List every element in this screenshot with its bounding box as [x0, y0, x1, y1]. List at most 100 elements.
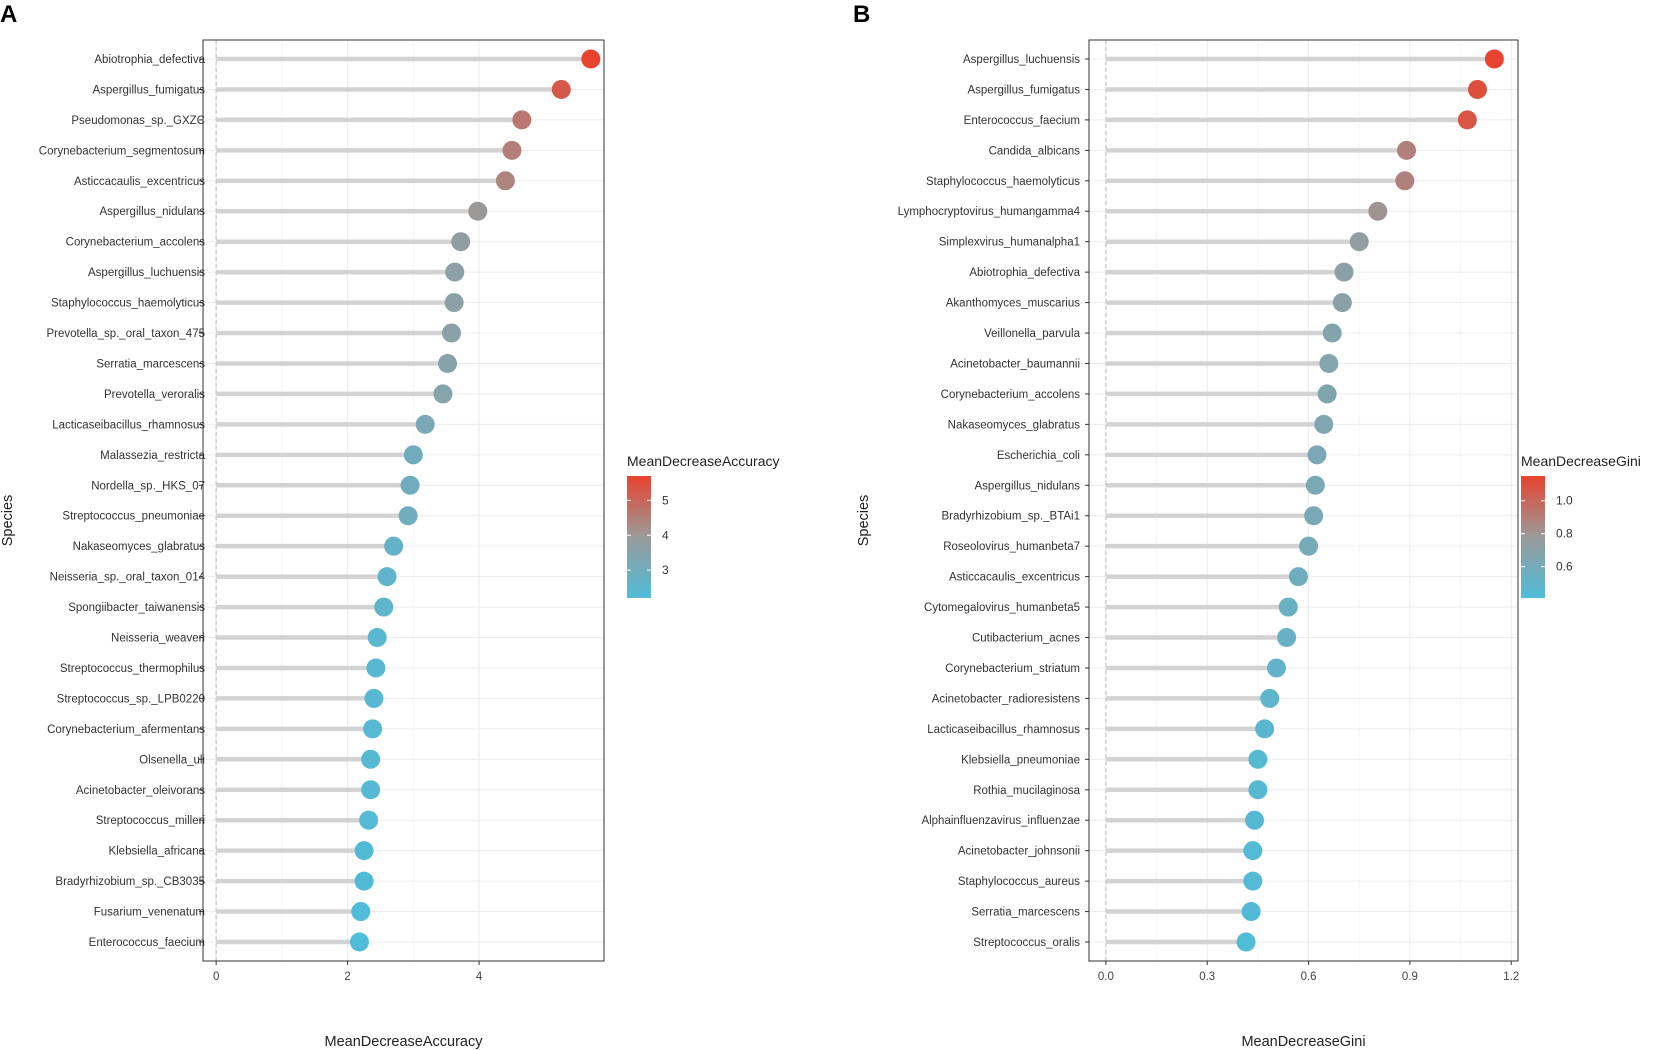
panel-a-category-label: Olsenella_uli — [139, 754, 205, 766]
panel-a-category-label: Malassezia_restricta — [100, 450, 205, 462]
panel-b-category-label: Rothia_mucilaginosa — [973, 785, 1080, 797]
panel-b-category-label: Aspergillus_luchuensis — [963, 54, 1080, 66]
panel-a-point — [366, 658, 386, 678]
panel-b-category-label: Staphylococcus_haemolyticus — [926, 176, 1080, 188]
panel-b-category-label: Streptococcus_oralis — [973, 937, 1080, 949]
panel-b-point — [1332, 293, 1352, 313]
panel-a-category-label: Klebsiella_africana — [108, 846, 205, 858]
panel-a-category-label: Streptococcus_thermophilus — [60, 663, 205, 675]
panel-a-point — [354, 841, 374, 861]
panel-b-category-label: Staphylococcus_aureus — [958, 876, 1080, 888]
panel-b-category-label: Abiotrophia_defectiva — [969, 267, 1080, 279]
panel-b-point — [1395, 171, 1415, 191]
panel-b-legend-tick-label: 1.0 — [1556, 494, 1573, 508]
panel-a-category-label: Streptococcus_pneumoniae — [62, 511, 205, 523]
panel-b-point — [1322, 323, 1342, 343]
panel-a-legend-tick-label: 3 — [662, 563, 669, 577]
panel-b-point — [1349, 232, 1369, 252]
panel-a-point — [359, 810, 379, 830]
panel-a-point — [354, 871, 374, 891]
panel-b-category-label: Aspergillus_fumigatus — [967, 84, 1080, 96]
panel-a-x-tick-label: 4 — [476, 971, 483, 983]
panel-a-point — [433, 384, 453, 404]
panel-b-x-tick-label: 0.6 — [1301, 971, 1317, 983]
panel-a-point — [444, 293, 464, 313]
panel-a-point — [445, 262, 465, 282]
panel-b-category-label: Escherichia_coli — [997, 450, 1080, 462]
panel-a-x-tick-label: 2 — [344, 971, 350, 983]
panel-a-category-label: Acinetobacter_oleivorans — [76, 785, 205, 797]
panel-b-point — [1243, 841, 1263, 861]
panel-b-point — [1397, 140, 1417, 160]
panel-b-point — [1241, 902, 1261, 922]
panel-a-x-tick-label: 0 — [213, 971, 219, 983]
panel-a-point — [351, 902, 371, 922]
panel-b-category-label: Asticcacaulis_excentricus — [949, 572, 1080, 584]
panel-b-point — [1304, 506, 1324, 526]
panel-a-category-label: Streptococcus_milleri — [96, 815, 205, 827]
panel-a-x-axis-title: MeanDecreaseAccuracy — [325, 1034, 484, 1050]
panel-b-category-label: Bradyrhizobium_sp._BTAi1 — [942, 511, 1081, 523]
panel-a-category-label: Streptococcus_sp._LPB0220 — [57, 693, 205, 705]
panel-a-legend-tick-label: 4 — [662, 528, 669, 542]
panel-a-category-label: Lacticaseibacillus_rhamnosus — [52, 419, 205, 431]
panel-a-category-label: Serratia_marcescens — [96, 358, 205, 370]
panel-b-category-label: Nakaseomyces_glabratus — [948, 419, 1081, 431]
panel-b-category-label: Acinetobacter_baumannii — [950, 358, 1080, 370]
panel-b-point — [1484, 49, 1504, 69]
panel-b-point — [1248, 780, 1268, 800]
panel-a-letter: A — [0, 1, 17, 28]
panel-b-point — [1307, 445, 1327, 465]
panel-b-legend-tick-label: 0.8 — [1556, 527, 1573, 541]
panel-b-plot-frame — [1088, 39, 1519, 962]
panel-a-category-label: Fusarium_venenatum — [94, 907, 205, 919]
panel-b-category-label: Candida_albicans — [989, 145, 1081, 157]
panel-b-point — [1266, 658, 1286, 678]
panel-a-category-label: Asticcacaulis_excentricus — [74, 176, 205, 188]
panel-a-category-label: Aspergillus_fumigatus — [92, 84, 205, 96]
panel-b-point — [1457, 110, 1477, 130]
panel-a-point — [367, 628, 387, 648]
panel-a-legend-colorbar — [627, 476, 651, 598]
panel-b-point — [1467, 79, 1487, 99]
panel-b-point — [1277, 628, 1297, 648]
panel-a-category-label: Enterococcus_faecium — [89, 937, 205, 949]
panel-a-point — [512, 110, 532, 130]
panel-a-category-label: Pseudomonas_sp._GXZC — [71, 115, 205, 127]
panel-a-category-label: Corynebacterium_accolens — [66, 237, 206, 249]
panel-b-category-label: Acinetobacter_johnsonii — [958, 846, 1080, 858]
panel-a-category-label: Aspergillus_luchuensis — [88, 267, 205, 279]
panel-a-point — [361, 780, 381, 800]
panel-b-x-tick-label: 0.3 — [1199, 971, 1215, 983]
panel-b-point — [1248, 749, 1268, 769]
panel-a-point — [403, 445, 423, 465]
panel-a-category-label: Corynebacterium_afermentans — [47, 724, 205, 736]
panel-b-point — [1305, 475, 1325, 495]
panel-b-category-label: Akanthomyces_muscarius — [946, 298, 1080, 310]
panel-b-point — [1243, 871, 1263, 891]
panel-a-category-label: Abiotrophia_defectiva — [94, 54, 205, 66]
panel-a-point — [349, 932, 369, 952]
panel-a-category-label: Spongiibacter_taiwanensis — [68, 602, 205, 614]
panel-b-point — [1334, 262, 1354, 282]
panel-b-point — [1317, 384, 1337, 404]
panel-a-category-label: Bradyrhizobium_sp._CB3035 — [55, 876, 205, 888]
panel-b-category-label: Enterococcus_faecium — [964, 115, 1080, 127]
panel-a-legend-title: MeanDecreaseAccuracy — [627, 453, 780, 469]
panel-b-point — [1255, 719, 1275, 739]
panel-a-category-label: Nordella_sp._HKS_07 — [91, 480, 205, 492]
panel-a-point — [364, 688, 384, 708]
panel-a-point — [377, 567, 397, 587]
panel-b-category-label: Acinetobacter_radioresistens — [932, 693, 1081, 705]
panel-b-category-label: Simplexvirus_humanalpha1 — [939, 237, 1080, 249]
panel-b-legend-title: MeanDecreaseGini — [1521, 453, 1641, 469]
panel-b-legend-tick-label: 0.6 — [1556, 560, 1573, 574]
panel-b-point — [1278, 597, 1298, 617]
panel-a-point — [495, 171, 515, 191]
panel-a-point — [551, 79, 571, 99]
panel-a-plot-frame — [202, 39, 605, 962]
panel-b-x-tick-label: 0.0 — [1098, 971, 1114, 983]
panel-b-y-axis-title: Species — [856, 495, 872, 547]
panel-b-point — [1260, 688, 1280, 708]
panel-b-category-label: Klebsiella_pneumoniae — [961, 754, 1080, 766]
